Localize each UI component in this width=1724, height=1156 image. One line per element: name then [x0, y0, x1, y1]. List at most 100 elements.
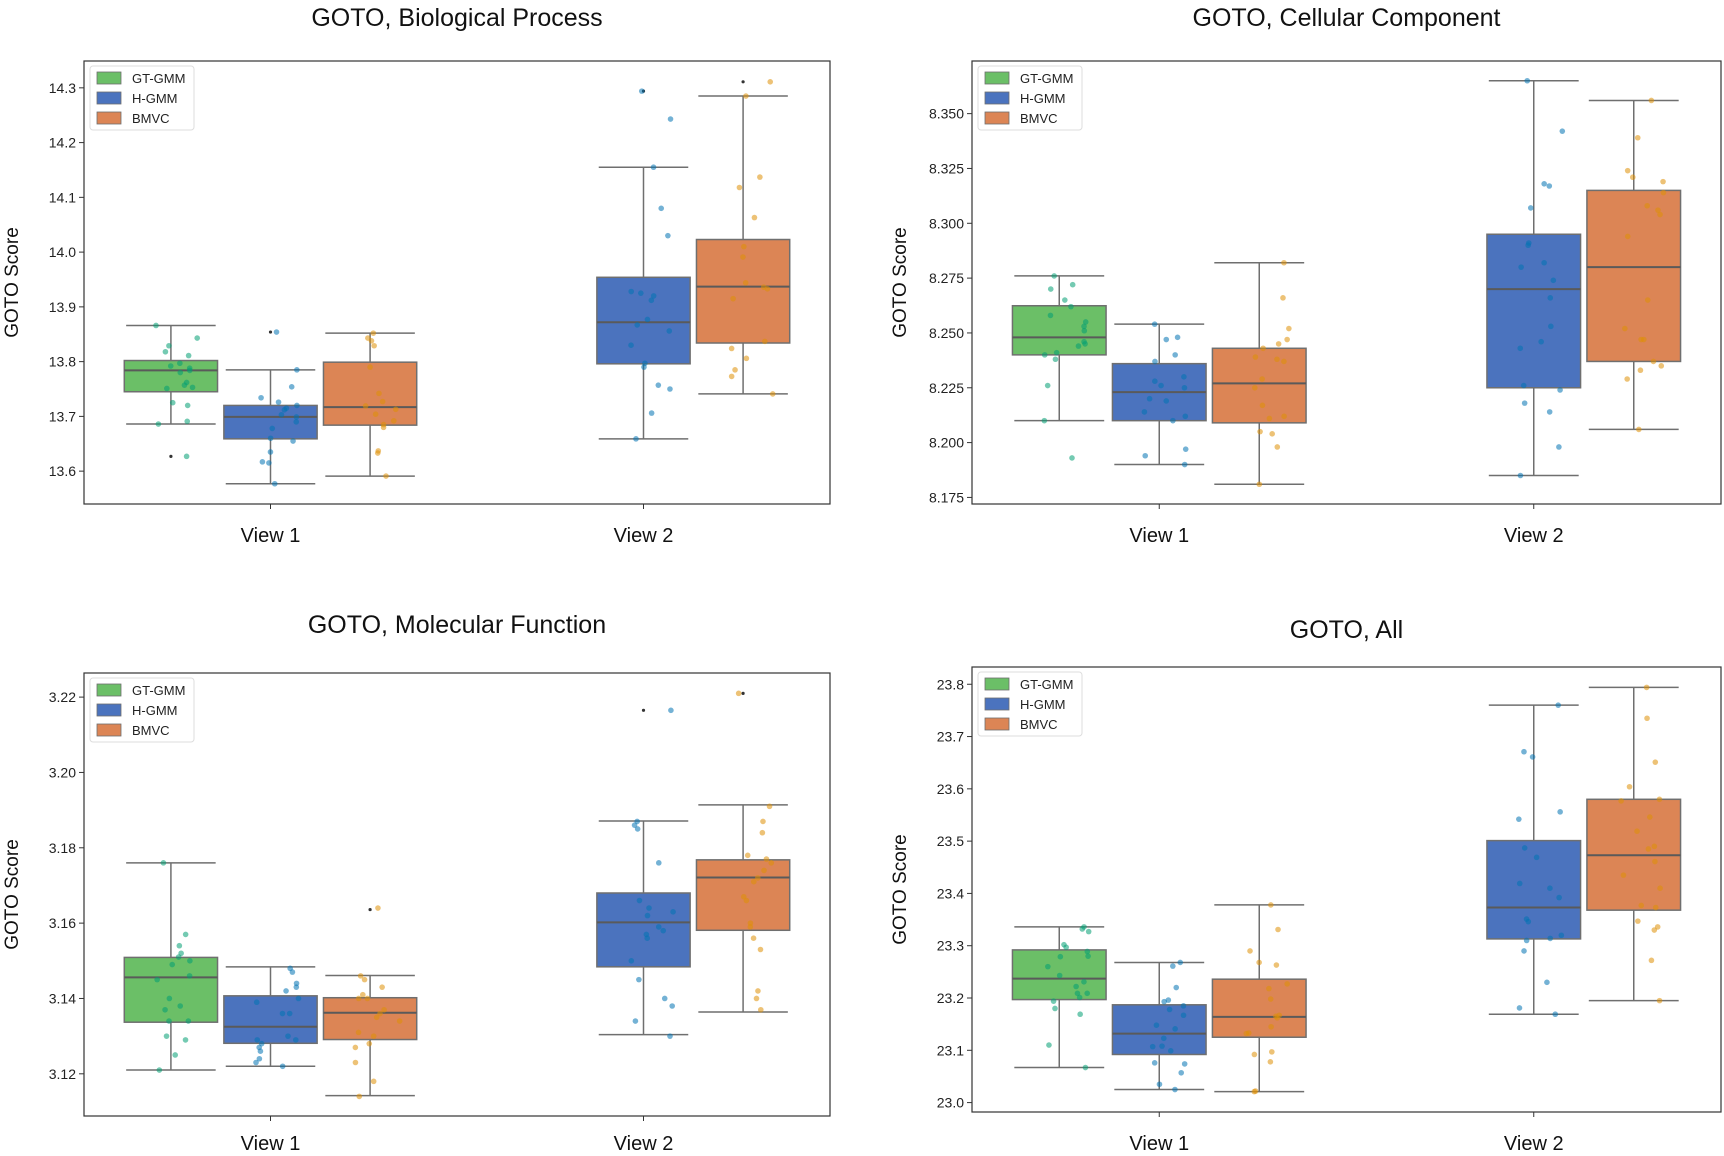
- data-point: [1069, 281, 1076, 288]
- y-tick-label: 3.14: [49, 990, 76, 1006]
- data-point: [1648, 957, 1655, 964]
- data-point: [279, 1063, 286, 1070]
- data-point: [1548, 323, 1554, 330]
- y-tick-label: 14.3: [49, 80, 76, 96]
- data-point: [1256, 481, 1263, 488]
- data-point: [1160, 1035, 1167, 1042]
- box-iqr: [322, 361, 418, 426]
- data-point: [1275, 926, 1281, 933]
- data-point: [743, 93, 749, 99]
- data-point: [156, 1067, 163, 1073]
- data-point: [1521, 400, 1528, 406]
- data-point: [1529, 754, 1536, 760]
- data-point: [1269, 431, 1275, 437]
- data-point: [670, 909, 676, 915]
- data-point: [1181, 374, 1187, 380]
- data-point: [1256, 959, 1262, 966]
- data-point: [396, 1018, 403, 1024]
- data-point: [1281, 413, 1287, 420]
- box-h-gmm-1: [1111, 959, 1207, 1093]
- legend-label: GT-GMM: [132, 683, 185, 698]
- data-point: [1045, 963, 1051, 970]
- data-point: [1267, 996, 1274, 1002]
- box-iqr: [695, 859, 791, 932]
- box-gt-gmm-1: [123, 322, 219, 460]
- legend-label: BMVC: [1020, 111, 1058, 126]
- data-point: [658, 205, 665, 212]
- x-tick-label: View 1: [241, 525, 301, 547]
- data-point: [1073, 983, 1079, 990]
- data-point: [1259, 402, 1266, 409]
- outlier-point: [169, 454, 173, 458]
- data-point: [1558, 932, 1565, 939]
- data-point: [281, 407, 288, 413]
- box-h-gmm-2: [596, 88, 691, 442]
- data-point: [254, 1037, 261, 1043]
- legend-label: BMVC: [132, 723, 170, 738]
- box-bmvc-1: [1211, 902, 1307, 1095]
- data-point: [1076, 994, 1083, 1001]
- data-point: [1547, 295, 1554, 301]
- box-iqr: [1586, 189, 1682, 363]
- data-point: [631, 822, 638, 828]
- y-tick-label: 23.6: [937, 781, 964, 797]
- legend-label: H-GMM: [132, 91, 178, 106]
- data-point: [370, 1078, 377, 1085]
- data-point: [728, 373, 735, 380]
- data-point: [1635, 918, 1641, 924]
- data-point: [380, 424, 387, 431]
- box-gt-gmm-1: [123, 860, 219, 1073]
- data-point: [1284, 981, 1290, 987]
- data-point: [181, 382, 188, 388]
- data-point: [736, 184, 743, 191]
- data-point: [757, 174, 763, 180]
- box-h-gmm-2: [596, 707, 691, 1039]
- legend-swatch: [984, 677, 1010, 691]
- data-point: [763, 856, 770, 862]
- box-bmvc-1: [322, 330, 418, 479]
- data-point: [1252, 354, 1259, 360]
- data-point: [154, 976, 160, 983]
- data-point: [1644, 715, 1650, 722]
- data-point: [1166, 1006, 1173, 1013]
- data-point: [1284, 336, 1290, 343]
- data-point: [646, 905, 652, 911]
- data-point: [1069, 455, 1075, 461]
- box-iqr: [1486, 233, 1582, 389]
- data-point: [1269, 1049, 1275, 1055]
- data-point: [357, 973, 364, 979]
- y-tick-label: 23.3: [937, 938, 964, 954]
- data-point: [660, 927, 667, 934]
- data-point: [1521, 948, 1527, 954]
- data-point: [1079, 926, 1086, 932]
- data-point: [743, 355, 750, 362]
- data-point: [644, 316, 651, 323]
- data-point: [1161, 998, 1167, 1005]
- data-point: [1180, 1003, 1187, 1009]
- data-point: [667, 386, 673, 392]
- y-tick-label: 13.7: [49, 408, 76, 424]
- data-point: [1657, 885, 1663, 891]
- data-point: [667, 1033, 673, 1039]
- y-tick-label: 3.20: [49, 764, 76, 780]
- data-point: [1658, 363, 1665, 369]
- data-point: [1550, 277, 1557, 284]
- data-point: [767, 79, 774, 85]
- data-point: [366, 1040, 373, 1047]
- data-point: [1660, 189, 1667, 196]
- data-point: [153, 322, 159, 329]
- data-point: [266, 460, 272, 466]
- data-point: [189, 384, 196, 391]
- data-point: [1181, 384, 1188, 391]
- data-point: [288, 384, 295, 390]
- data-point: [1142, 452, 1149, 459]
- legend-label: BMVC: [1020, 717, 1058, 732]
- data-point: [1516, 1005, 1523, 1011]
- data-point: [1559, 128, 1566, 134]
- data-point: [1556, 894, 1562, 901]
- legend-swatch: [96, 683, 122, 697]
- data-point: [162, 1006, 168, 1013]
- data-point: [1281, 358, 1287, 365]
- data-point: [751, 214, 758, 221]
- data-point: [368, 338, 375, 344]
